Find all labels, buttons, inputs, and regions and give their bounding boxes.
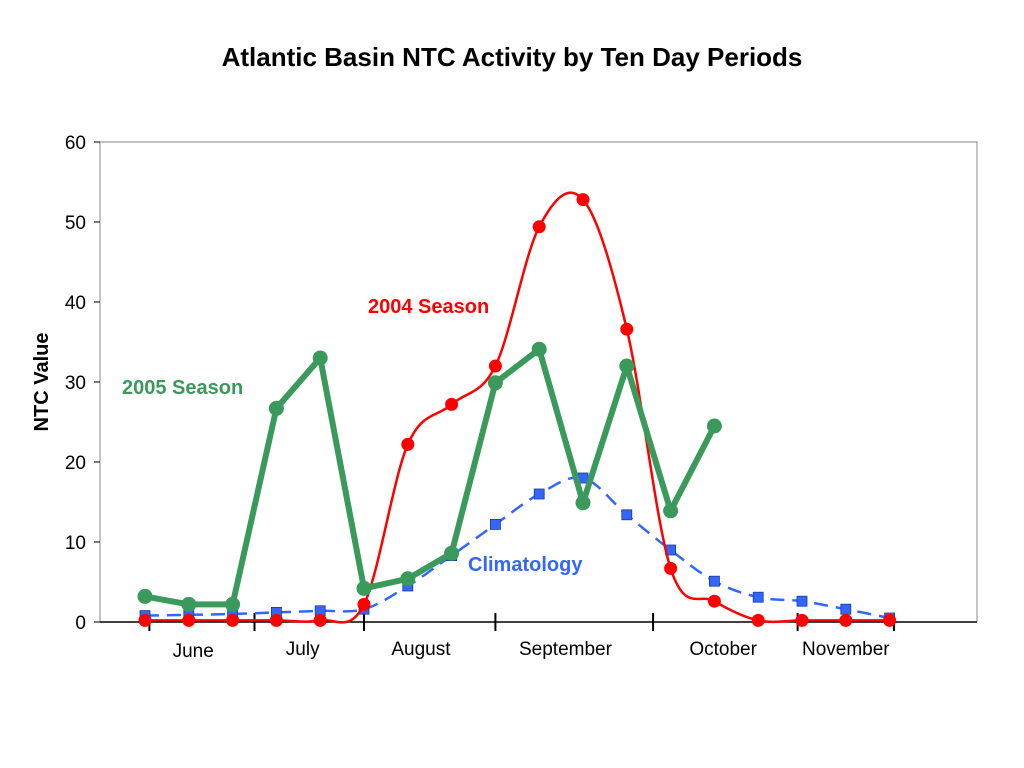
data-point [620,322,634,336]
data-point [531,341,547,357]
data-point [489,519,501,530]
annotation-climatology: Climatology [468,554,583,576]
axes-layer: 0 10 20 30 40 50 60 June July August September Octo… [65,133,977,662]
data-point [487,375,503,391]
y-tick-label: 20 [65,453,86,474]
series-2004-season [138,191,897,627]
data-point [751,613,765,627]
data-point [444,545,460,561]
data-point [181,596,197,612]
data-point [576,193,590,207]
data-point [137,588,153,604]
y-tick-label: 40 [65,293,86,314]
data-point [445,397,459,411]
data-point [533,488,545,500]
y-tick-label: 50 [65,213,86,234]
data-point [182,613,196,627]
annotation-2004-season: 2004 Season [368,296,489,318]
data-point [225,596,241,612]
data-point [400,571,416,587]
data-point [619,358,635,374]
data-point [839,613,853,627]
data-point [226,613,240,627]
data-point [269,613,283,627]
data-point [752,591,764,603]
data-point [664,561,678,575]
data-point [268,400,284,416]
annotation-layer: 2004 Season 2005 Season Climatology [122,296,583,576]
data-point [883,613,897,627]
series-line-2005-season [144,346,718,608]
data-point [312,350,328,366]
y-tick-label: 30 [65,373,86,394]
data-point [621,509,633,521]
x-month-label: July [286,639,320,660]
data-point [401,437,415,451]
x-month-label: September [519,639,613,660]
data-point [840,603,852,615]
y-tick-label: 10 [65,533,86,554]
data-point [707,594,721,608]
x-month-label: August [391,639,451,660]
annotation-2005-season: 2005 Season [122,377,243,399]
x-month-label: October [689,639,757,660]
data-point [356,580,372,596]
data-point [663,503,679,519]
y-tick-label: 60 [65,133,86,154]
series-layer [137,191,897,627]
chart-title: Atlantic Basin NTC Activity by Ten Day P… [221,42,803,72]
y-tick-label: 0 [75,613,86,634]
data-point [796,595,808,607]
data-point [709,575,720,587]
data-point [357,597,371,611]
data-point [138,613,152,627]
series-2005-season [137,341,722,612]
series-line-2004-season [145,191,890,624]
data-point [488,359,502,373]
data-point [795,613,809,627]
data-point [532,220,546,234]
y-axis-title: NTC Value [31,333,53,432]
x-month-label: June [173,641,214,662]
data-point [575,495,591,511]
data-point [706,418,722,434]
x-month-label: November [802,639,890,660]
data-point [313,613,327,627]
